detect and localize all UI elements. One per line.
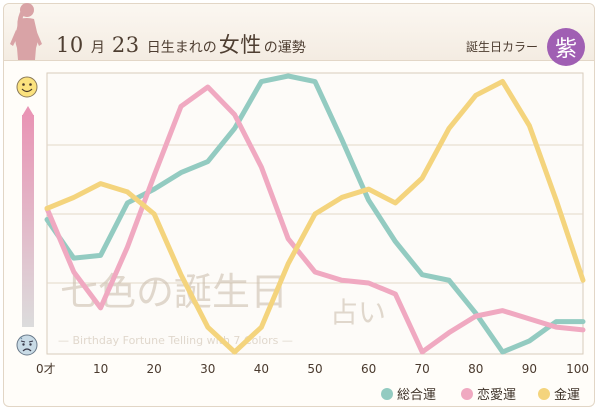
x-tick-label: 0才 <box>36 362 56 376</box>
fortune-scale-bar <box>22 106 34 327</box>
birthday-color-badge: 紫 <box>547 28 585 66</box>
title-day: 23 <box>111 33 140 57</box>
watermark-line-2: 占い <box>330 296 386 329</box>
x-tick-label: 50 <box>307 362 322 376</box>
title-rest-2: の運勢 <box>263 40 306 56</box>
watermark-line-1: 七色の誕生日 <box>60 270 288 314</box>
watermark-line-3: — Birthday Fortune Telling with 7 Colors… <box>58 334 293 347</box>
x-tick-label: 90 <box>522 362 537 376</box>
header-background <box>4 4 594 61</box>
title-month-unit: 月 <box>90 40 105 56</box>
x-tick-label: 30 <box>200 362 215 376</box>
legend-label-1: 総合運 <box>397 388 436 403</box>
woman-silhouette-icon <box>10 3 42 60</box>
x-tick-labels: 0才 10 20 30 40 50 60 70 80 90 100 <box>36 362 589 376</box>
legend-label-2: 恋愛運 <box>477 387 516 403</box>
legend-marker-3 <box>538 388 550 400</box>
legend-marker-1 <box>381 388 393 400</box>
x-tick-label: 70 <box>415 362 430 376</box>
x-tick-label: 60 <box>361 362 376 376</box>
birthday-color-label: 誕生日カラー <box>465 40 538 54</box>
title-emphasis: 女性 <box>218 33 262 57</box>
title-rest-1: 日生まれの <box>146 40 217 56</box>
smiling-face-icon <box>16 76 38 98</box>
legend: 総合運 恋愛運 金運 <box>381 387 580 403</box>
legend-label-3: 金運 <box>554 387 580 403</box>
worried-face-icon <box>16 334 38 356</box>
series-line-3 <box>44 79 586 355</box>
x-tick-label: 80 <box>468 362 483 376</box>
x-tick-label: 20 <box>147 362 162 376</box>
page-title: 10 月 23 日生まれの女性 の運勢 <box>56 30 308 60</box>
series-line-2 <box>44 84 586 355</box>
header: 10 月 23 日生まれの女性 の運勢 誕生日カラー 紫 <box>0 0 600 66</box>
series-lines <box>44 73 586 355</box>
x-tick-label: 100 <box>566 362 589 376</box>
x-tick-label: 10 <box>93 362 108 376</box>
x-tick-label: 40 <box>254 362 269 376</box>
legend-marker-2 <box>461 388 473 400</box>
title-month: 10 <box>56 33 84 57</box>
